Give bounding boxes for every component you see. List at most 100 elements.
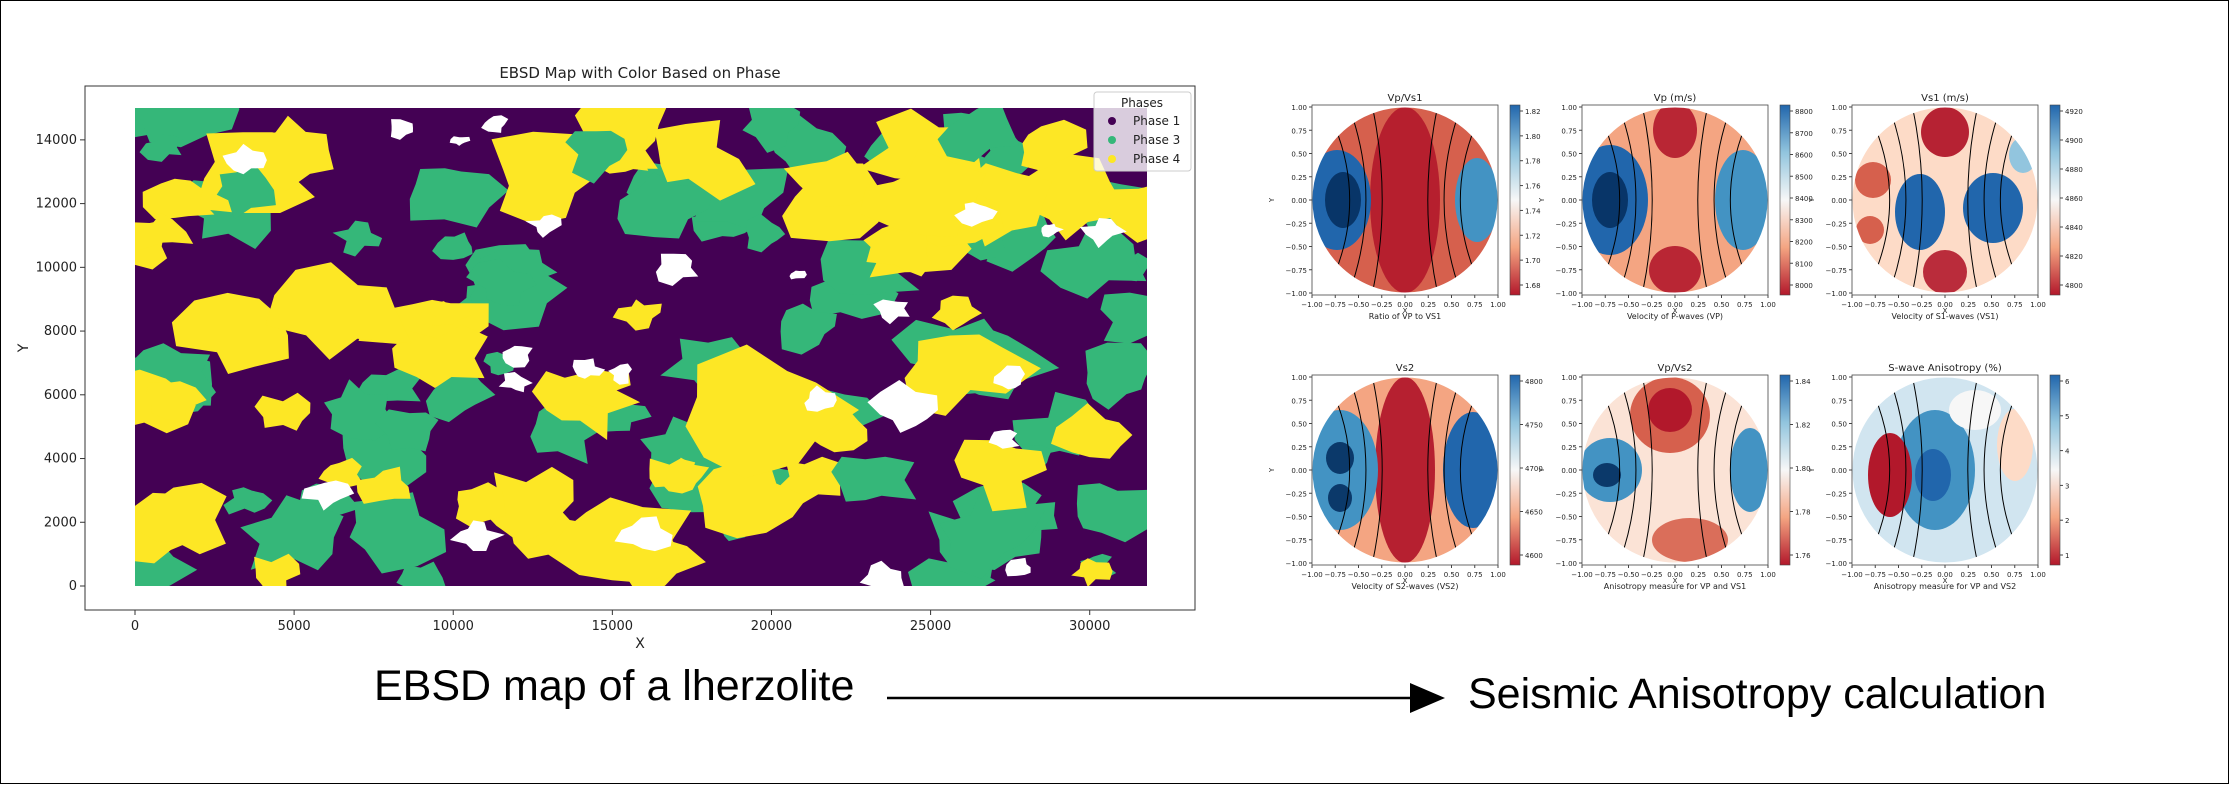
phase-3-grain: [425, 369, 496, 423]
pole-x-tick-label: 0.00: [1397, 571, 1413, 579]
pole-x-tick-label: −0.25: [1911, 301, 1932, 309]
ebsd-y-tick-label: 12000: [36, 197, 77, 212]
velocity-region: [1652, 518, 1728, 562]
phase-3-grain: [780, 303, 837, 355]
ebsd-y-tick-label: 0: [69, 579, 77, 594]
phase-4-grain: [171, 292, 289, 374]
colorbar-tick-label: 1.82: [1795, 422, 1811, 430]
contour-line: [1348, 377, 1367, 563]
pole-x-tick-label: −1.00: [1841, 301, 1862, 309]
phase-4-grain: [866, 223, 932, 277]
pole-figure-6: S-wave Anisotropy (%)−1.00 −0.75 −0.50 −0.2…: [1808, 363, 2070, 591]
phase-3-grain: [332, 220, 383, 257]
pole-y-tick-label: −0.25: [1286, 220, 1307, 228]
pole-x-tick-label: −1.00: [1301, 571, 1322, 579]
phase-3-grain: [617, 172, 714, 239]
velocity-region: [1963, 173, 2023, 243]
unindexed-area: [502, 345, 533, 368]
contour-line: [1697, 107, 1709, 293]
pole-y-tick-label: −0.50: [1556, 514, 1577, 522]
velocity-region: [1592, 172, 1628, 228]
velocity-region: [1997, 409, 2033, 481]
ebsd-y-tick-label: 2000: [44, 515, 77, 530]
pole-x-axis-label: X: [1943, 307, 1948, 315]
colorbar-tick-label: 8700: [1795, 130, 1813, 138]
ebsd-phase-map: [135, 108, 1147, 586]
contour-line: [1371, 377, 1383, 563]
pole-y-tick-label: 0.75: [1831, 127, 1847, 135]
pole-figure-xlabel: Anisotropy measure for VP and VS2: [1874, 582, 2016, 591]
pole-x-tick-label: 0.75: [2007, 301, 2023, 309]
ebsd-x-ticks: 0 5000 10000 15000 20000 25000 30000: [131, 610, 1110, 634]
pole-x-axis-label: X: [1403, 577, 1408, 585]
colorbar-tick-label: 1.78: [1795, 509, 1811, 517]
phase-4-grain: [649, 458, 696, 490]
colorbar-tick-label: 4750: [1525, 422, 1543, 430]
ebsd-map-title: EBSD Map with Color Based on Phase: [499, 64, 780, 82]
phase-3-grain: [223, 487, 273, 515]
phase-3-grain: [139, 134, 183, 162]
pole-y-tick-label: 1.00: [1561, 374, 1577, 382]
legend-title: Phases: [1121, 96, 1163, 110]
phase-4-grain: [318, 457, 364, 487]
phase-3-grain: [565, 130, 628, 184]
pole-x-tick-label: 0.75: [2007, 571, 2023, 579]
velocity-region: [1582, 377, 1768, 563]
legend-label-phase-1: Phase 1: [1133, 114, 1180, 128]
pole-y-tick-label: 0.75: [1831, 397, 1847, 405]
phase-4-grain: [931, 295, 982, 331]
colorbar-tick-label: 8800: [1795, 108, 1813, 116]
pole-x-tick-label: −0.25: [1371, 301, 1392, 309]
pole-y-tick-label: −1.00: [1286, 290, 1307, 298]
contour-line: [1888, 377, 1907, 563]
contour-line: [1618, 377, 1637, 563]
pole-x-axis-label: X: [1403, 307, 1408, 315]
colorbar-tick-label: 4820: [2065, 253, 2083, 261]
pole-x-tick-label: −0.50: [1888, 301, 1909, 309]
contour-line: [1713, 377, 1732, 563]
colorbar: [2049, 374, 2061, 566]
pole-y-label: Y: [1538, 197, 1546, 203]
colorbar-tick-label: 8600: [1795, 152, 1813, 160]
pole-x-tick-label: −0.50: [1618, 571, 1639, 579]
velocity-region: [1648, 388, 1692, 432]
colorbar: [1509, 374, 1521, 566]
pole-y-tick-label: 0.25: [1831, 174, 1847, 182]
contour-line: [1427, 107, 1439, 293]
pole-y-tick-label: −0.50: [1826, 244, 1847, 252]
contour-line: [1618, 107, 1637, 293]
legend-marker-phase-4: [1108, 155, 1116, 163]
colorbar-tick-label: 1.72: [1525, 232, 1541, 240]
unindexed-area: [1005, 557, 1031, 577]
velocity-region: [1856, 216, 1884, 244]
unindexed-area: [954, 202, 998, 227]
legend-marker-phase-3: [1108, 136, 1116, 144]
pole-figure-xlabel: Velocity of P-waves (VP): [1627, 312, 1723, 321]
phase-3-grain: [216, 165, 276, 220]
pole-figure-field: [1852, 377, 2038, 563]
unindexed-area: [608, 363, 632, 385]
pole-y-tick-label: 0.00: [1831, 197, 1847, 205]
pole-x-tick-label: 0.50: [1714, 301, 1730, 309]
pole-y-tick-label: 0.25: [1561, 444, 1577, 452]
pole-y-tick-label: 0.50: [1291, 151, 1307, 159]
phase-4-grain: [356, 466, 411, 504]
colorbar-tick-label: 1.74: [1525, 207, 1541, 215]
phase-4-grain: [254, 392, 311, 431]
colorbar-tick-label: 1: [2065, 552, 2069, 560]
pole-y-tick-label: 1.00: [1831, 374, 1847, 382]
phase-4-grain: [481, 466, 574, 544]
ebsd-x-tick-label: 15000: [592, 619, 633, 634]
contour-line: [1697, 377, 1709, 563]
velocity-region: [1443, 412, 1498, 528]
ebsd-x-tick-label: 30000: [1069, 619, 1110, 634]
pole-x-tick-label: 1.00: [2030, 301, 2046, 309]
phase-3-grain: [375, 409, 439, 452]
pole-x-tick-label: −1.00: [1301, 301, 1322, 309]
legend-label-phase-3: Phase 3: [1133, 133, 1180, 147]
phase-4-grain: [145, 381, 207, 423]
phase-4-grain: [1012, 153, 1120, 241]
pole-figure-xlabel: Velocity of S1-waves (VS1): [1892, 312, 1999, 321]
phase-3-grain: [1076, 483, 1147, 543]
pole-figure-title: Vs1 (m/s): [1921, 93, 1969, 104]
